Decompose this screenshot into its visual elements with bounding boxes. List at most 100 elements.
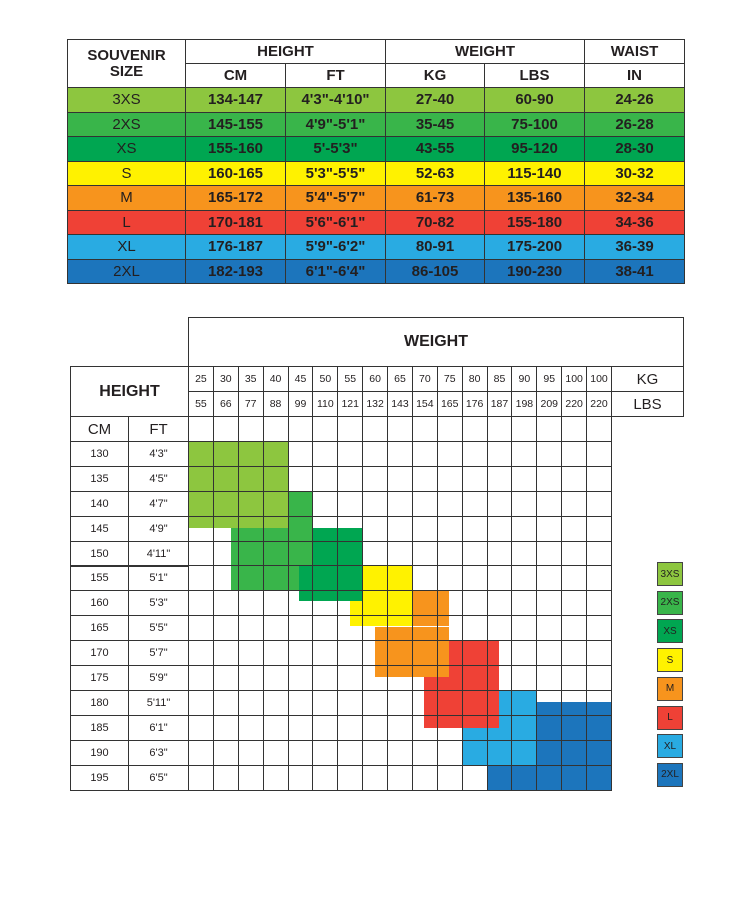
legend-swatch-2xs: 2XS bbox=[657, 590, 683, 615]
grid-cell bbox=[212, 465, 239, 492]
kg-cell: 61-73 bbox=[385, 185, 486, 211]
grid-cell bbox=[237, 714, 264, 741]
grid-cell bbox=[411, 590, 438, 617]
size-region-m bbox=[374, 626, 450, 677]
grid-cell bbox=[212, 615, 239, 642]
grid-cell bbox=[436, 615, 463, 642]
size-cell: L bbox=[67, 209, 186, 235]
lbs-cell: 175-200 bbox=[484, 234, 586, 260]
grid-cell bbox=[387, 665, 413, 691]
grid-cell bbox=[511, 690, 538, 716]
cm-cell: 155-160 bbox=[185, 136, 286, 162]
grid-cell bbox=[237, 490, 264, 517]
grid-cell bbox=[511, 465, 538, 492]
grid-cell bbox=[188, 665, 214, 691]
grid-cell bbox=[312, 714, 339, 741]
legend-swatch-m: M bbox=[657, 676, 683, 701]
in-cell: 36-39 bbox=[584, 234, 686, 260]
grid-cell bbox=[287, 739, 314, 766]
grid-cell bbox=[212, 490, 239, 517]
lbs-tick: 55 bbox=[188, 391, 214, 417]
kg-tick: 100 bbox=[586, 366, 612, 392]
in-cell: 28-30 bbox=[584, 136, 686, 162]
grid-cell bbox=[536, 590, 563, 617]
grid-cell bbox=[511, 665, 538, 691]
grid-cell bbox=[362, 441, 389, 467]
grid-cell bbox=[561, 615, 588, 642]
in-cell: 38-41 bbox=[584, 258, 686, 284]
grid-cell bbox=[387, 615, 413, 642]
cm-tick: 165 bbox=[70, 615, 129, 642]
grid-cell bbox=[262, 739, 289, 766]
cm-tick: 135 bbox=[70, 465, 129, 492]
grid-cell bbox=[262, 416, 289, 442]
grid-cell bbox=[212, 441, 239, 467]
grid-cell bbox=[262, 441, 289, 467]
grid-cell bbox=[387, 490, 413, 517]
grid-cell bbox=[362, 540, 389, 567]
grid-cell bbox=[337, 590, 364, 617]
grid-cell bbox=[337, 739, 364, 766]
size-region-xs bbox=[299, 565, 363, 602]
size-cell: 2XL bbox=[67, 258, 186, 284]
ft-tick: 5'7" bbox=[128, 640, 189, 667]
souvenir-size-header: SOUVENIR SIZE bbox=[67, 39, 186, 88]
grid-cell bbox=[212, 540, 239, 567]
ft-tick: 4'9" bbox=[128, 515, 189, 542]
grid-cell bbox=[237, 690, 264, 716]
legend-swatch-xs: XS bbox=[657, 619, 683, 644]
grid-cell bbox=[337, 690, 364, 716]
ft-header: FT bbox=[284, 63, 387, 88]
grid-cell bbox=[461, 465, 488, 492]
grid-cell bbox=[511, 739, 538, 766]
grid-cell bbox=[536, 515, 563, 542]
grid-cell bbox=[511, 416, 538, 442]
ft-tick: 5'1" bbox=[128, 565, 189, 592]
lbs-tick: 220 bbox=[586, 391, 612, 417]
grid-cell bbox=[387, 441, 413, 467]
grid-cell bbox=[436, 690, 463, 716]
ft-tick: 5'3" bbox=[128, 590, 189, 617]
lbs-label: LBS bbox=[611, 391, 684, 417]
grid-cell bbox=[212, 416, 239, 442]
kg-tick: 85 bbox=[486, 366, 513, 392]
grid-cell bbox=[188, 739, 214, 766]
legend-swatch-3xs: 3XS bbox=[657, 562, 683, 586]
ft-cell: 4'9"-5'1" bbox=[284, 111, 387, 137]
kg-tick: 30 bbox=[212, 366, 239, 392]
kg-tick: 25 bbox=[188, 366, 214, 392]
lbs-tick: 66 bbox=[212, 391, 239, 417]
grid-cell bbox=[287, 490, 314, 517]
grid-cell bbox=[362, 690, 389, 716]
grid-cell bbox=[188, 416, 214, 442]
grid-cell bbox=[461, 739, 488, 766]
grid-cell bbox=[287, 515, 314, 542]
grid-cell bbox=[188, 441, 214, 467]
kg-cell: 86-105 bbox=[385, 258, 486, 284]
grid-cell bbox=[436, 640, 463, 667]
lbs-cell: 115-140 bbox=[484, 160, 586, 186]
grid-cell bbox=[536, 615, 563, 642]
cm-tick: 160 bbox=[70, 590, 129, 617]
grid-cell bbox=[561, 540, 588, 567]
grid-cell bbox=[411, 615, 438, 642]
grid-cell bbox=[387, 690, 413, 716]
grid-cell bbox=[436, 540, 463, 567]
grid-cell bbox=[486, 590, 513, 617]
grid-cell bbox=[486, 690, 513, 716]
size-region-2xs bbox=[231, 528, 313, 566]
grid-cell bbox=[337, 540, 364, 567]
grid-cell bbox=[486, 565, 513, 592]
cm-cell: 176-187 bbox=[185, 234, 286, 260]
grid-cell bbox=[411, 540, 438, 567]
size-table: SOUVENIR SIZE HEIGHT WEIGHT WAIST CM FT … bbox=[67, 39, 686, 284]
grid-cell bbox=[411, 565, 438, 592]
grid-cell bbox=[262, 640, 289, 667]
grid-cell bbox=[362, 490, 389, 517]
grid-cell bbox=[337, 515, 364, 542]
size-row: XS 155-160 5'-5'3" 43-55 95-120 28-30 bbox=[67, 136, 686, 162]
grid-cell bbox=[262, 515, 289, 542]
size-region-l bbox=[423, 676, 450, 728]
kg-tick: 60 bbox=[362, 366, 389, 392]
grid-cell bbox=[511, 590, 538, 617]
